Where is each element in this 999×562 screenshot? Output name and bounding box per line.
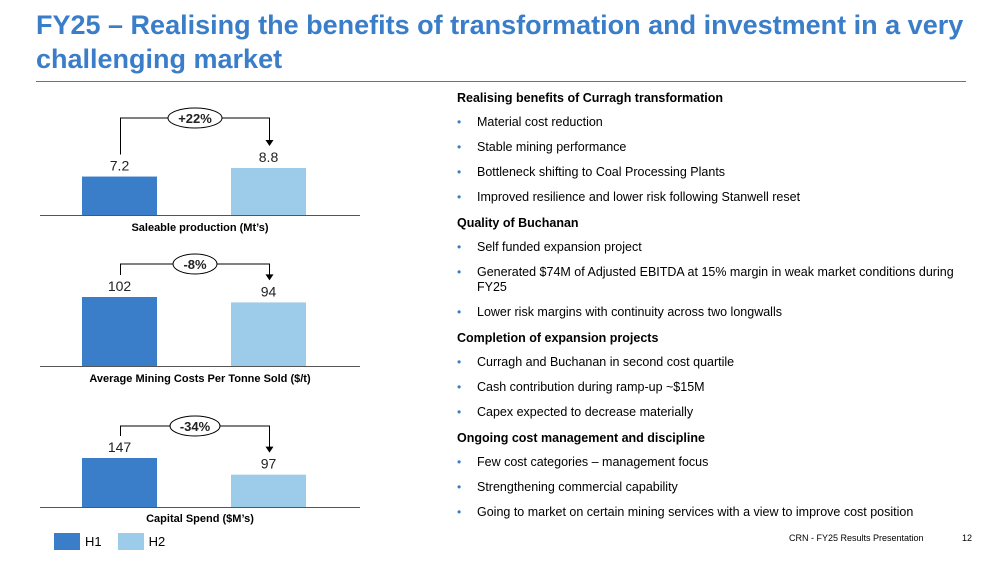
- bullet-item: • Generated $74M of Adjusted EBITDA at 15…: [457, 265, 972, 295]
- legend-swatch-h1: [54, 533, 80, 550]
- legend-swatch-h2: [117, 533, 144, 550]
- bullet-dot-icon: •: [457, 240, 462, 254]
- bullet-text: Strengthening commercial capability: [477, 480, 678, 494]
- bullet-text: Generated $74M of Adjusted EBITDA at 15%…: [477, 265, 954, 294]
- bullet-text: Material cost reduction: [477, 115, 603, 129]
- change-label: -34%: [180, 419, 211, 434]
- bullet-item: • Improved resilience and lower risk foll…: [457, 190, 972, 205]
- bullet-dot-icon: •: [457, 115, 462, 129]
- page-number: 12: [962, 533, 973, 543]
- bullet-text: Improved resilience and lower risk follo…: [477, 190, 801, 204]
- bullet-item: • Self funded expansion project: [457, 240, 972, 255]
- change-bubble: [167, 107, 223, 129]
- bullet-dot-icon: •: [457, 480, 462, 494]
- bullet-text: Lower risk margins with continuity acros…: [477, 305, 782, 319]
- bullet-item: • Capex expected to decrease materially: [457, 405, 972, 420]
- data-label: 147: [108, 439, 132, 455]
- data-label: 8.8: [259, 149, 279, 165]
- bullet-dot-icon: •: [457, 455, 462, 469]
- footer-source: CRN - FY25 Results Presentation: [789, 533, 924, 543]
- bullet-text: Bottleneck shifting to Coal Processing P…: [477, 165, 726, 179]
- bullet-item: • Strengthening commercial capability: [457, 480, 972, 495]
- bar-h1: [82, 297, 157, 366]
- change-label: +22%: [178, 111, 212, 126]
- bullet-item: • Few cost categories – management focus: [457, 455, 972, 470]
- legend-label-h2: H2: [148, 534, 166, 549]
- bullet-dot-icon: •: [457, 190, 462, 204]
- data-label: 97: [261, 456, 277, 472]
- saleable-production-chart: 7.2 8.8 +22%: [40, 107, 360, 216]
- bar-h1: [82, 176, 157, 215]
- title-divider: [36, 81, 966, 82]
- bullet-item: • Cash contribution during ramp-up ~$15M: [457, 380, 972, 395]
- bullet-text: Going to market on certain mining servic…: [477, 505, 914, 519]
- bullet-dot-icon: •: [457, 355, 462, 369]
- bullet-dot-icon: •: [457, 505, 462, 519]
- legend-item-h2: H2: [117, 533, 166, 550]
- arrow-down-icon: [265, 446, 274, 453]
- section-heading: Completion of expansion projects: [457, 331, 659, 345]
- arrow-down-icon: [265, 274, 274, 281]
- bullet-dot-icon: •: [457, 165, 462, 179]
- capital-spend-chart: 147 97 -34%: [40, 415, 360, 508]
- bullet-item: • Going to market on certain mining servi…: [457, 505, 972, 520]
- charts-panel: 7.2 8.8 +22% Saleable production (Mt’s) 10…: [0, 0, 420, 562]
- bullet-dot-icon: •: [457, 405, 462, 419]
- slide-title: FY25 – Realising the benefits of transfo…: [36, 10, 964, 74]
- bullet-text: Cash contribution during ramp-up ~$15M: [477, 380, 705, 394]
- bullet-text: Self funded expansion project: [477, 240, 642, 254]
- bar-h2: [231, 302, 306, 366]
- bullet-text: Capex expected to decrease materially: [477, 405, 694, 419]
- bullet-item: • Curragh and Buchanan in second cost qua…: [457, 355, 972, 370]
- chart-title-saleable-production: Saleable production (Mt’s): [131, 222, 269, 234]
- data-label: 102: [108, 278, 132, 294]
- chart-legend: H1 H2: [54, 533, 181, 550]
- bullet-item: • Lower risk margins with continuity acro…: [457, 305, 972, 320]
- chart-title-mining-costs: Average Mining Costs Per Tonne Sold ($/t…: [89, 373, 311, 385]
- bullet-dot-icon: •: [457, 380, 462, 394]
- data-label: 94: [261, 283, 277, 299]
- bullet-text: Few cost categories – management focus: [477, 455, 709, 469]
- bullet-text: Stable mining performance: [477, 140, 627, 154]
- section-heading: Ongoing cost management and discipline: [457, 431, 705, 445]
- section-heading: Quality of Buchanan: [457, 216, 579, 230]
- bullet-dot-icon: •: [457, 305, 462, 319]
- bullet-item: • Material cost reduction: [457, 115, 972, 130]
- bar-h2: [231, 474, 306, 507]
- arrow-down-icon: [265, 140, 274, 146]
- mining-costs-chart: 102 94 -8%: [40, 253, 360, 367]
- change-bubble: [169, 415, 221, 437]
- bullet-item: • Stable mining performance: [457, 140, 972, 155]
- section-heading: Realising benefits of Curragh transforma…: [457, 91, 724, 105]
- bullet-item: • Bottleneck shifting to Coal Processing …: [457, 165, 972, 180]
- change-label: -8%: [183, 257, 207, 272]
- change-bubble: [172, 253, 218, 275]
- key-points-panel: Realising benefits of Curragh transforma…: [457, 90, 972, 530]
- bullet-dot-icon: •: [457, 265, 462, 279]
- bullet-text: Curragh and Buchanan in second cost quar…: [477, 355, 735, 369]
- data-label: 7.2: [110, 158, 130, 174]
- bar-h1: [82, 458, 157, 507]
- bullet-dot-icon: •: [457, 140, 462, 154]
- legend-item-h1: H1: [54, 533, 102, 550]
- chart-title-capital-spend: Capital Spend ($M’s): [146, 513, 254, 525]
- bar-h2: [231, 168, 306, 215]
- legend-label-h1: H1: [85, 534, 102, 549]
